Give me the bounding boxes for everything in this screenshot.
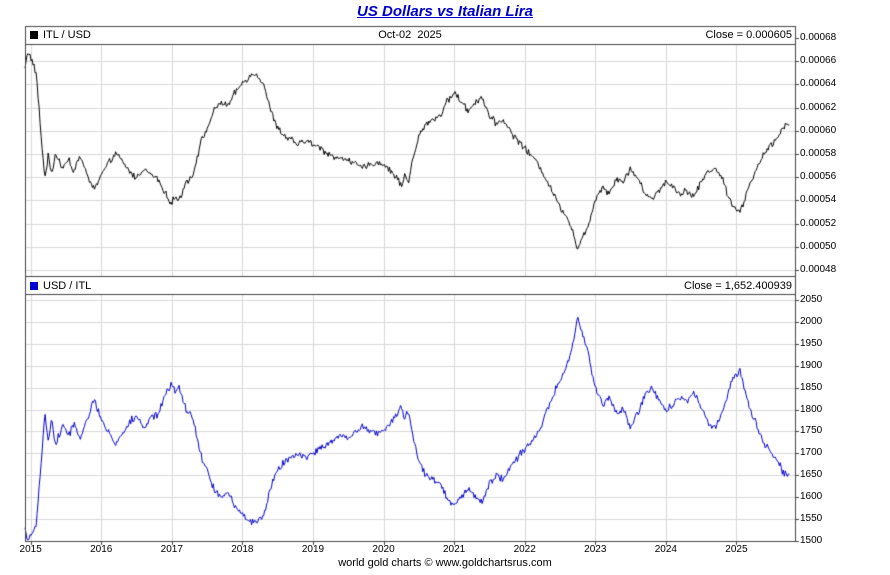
usd-itl-legend-label: USD / ITL <box>43 280 92 292</box>
usd-itl-legend: USD / ITL <box>30 280 91 292</box>
itl-usd-close-label: Close = 0.000605 <box>705 29 792 41</box>
itl-usd-legend-swatch <box>30 31 38 39</box>
itl-usd-legend: ITL / USD <box>30 29 91 41</box>
chart-date-label: Oct-02 2025 <box>378 29 442 41</box>
footer-credit: world gold charts © www.goldchartsrus.co… <box>338 557 552 569</box>
usd-itl-close-label: Close = 1,652.400939 <box>684 280 792 292</box>
top-panel-header: ITL / USD Oct-02 2025 Close = 0.000605 <box>25 29 795 45</box>
usd-itl-legend-swatch <box>30 282 38 290</box>
bottom-panel-header: USD / ITL Close = 1,652.400939 <box>25 280 795 296</box>
itl-usd-legend-label: ITL / USD <box>43 29 91 41</box>
